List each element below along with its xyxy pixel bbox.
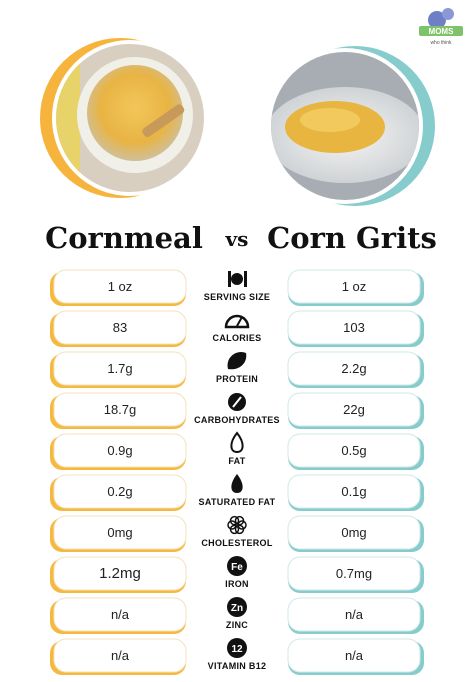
left-value: 83 (113, 320, 127, 335)
right-box (287, 433, 421, 468)
right-value: 0.5g (341, 443, 366, 458)
right-box (287, 310, 421, 345)
icon-text: 12 (231, 644, 243, 655)
right-value: 22g (343, 402, 365, 417)
row-label: CHOLESTEROL (201, 538, 273, 548)
icon (228, 271, 231, 287)
icon (231, 474, 243, 493)
left-box (53, 515, 187, 550)
row-label: ZINC (226, 620, 248, 630)
icon (227, 351, 247, 370)
left-box (53, 310, 187, 345)
right-box (287, 597, 421, 632)
icon (229, 515, 240, 526)
rows: 1 oz 1 oz SERVING SIZE 83 103 CALORIES 1.7g 2.2… (50, 269, 424, 675)
icon (230, 431, 244, 454)
left-box (53, 556, 187, 591)
icon-text: Zn (231, 603, 243, 614)
icon (231, 273, 243, 285)
left-value: 18.7g (104, 402, 137, 417)
icon (227, 597, 247, 617)
row-label: SATURATED FAT (199, 497, 276, 507)
left-value: 1 oz (108, 279, 133, 294)
icon-text: Fe (231, 562, 243, 573)
icon (244, 271, 247, 287)
icon (234, 515, 245, 526)
right-value: n/a (345, 607, 364, 622)
left-value: 1.2mg (99, 565, 141, 582)
row-label: SERVING SIZE (204, 292, 270, 302)
left-value: n/a (111, 648, 130, 663)
right-value: 0.1g (341, 484, 366, 499)
right-title: Corn Grits (267, 221, 437, 255)
right-value: 2.2g (341, 361, 366, 376)
icon (227, 556, 247, 576)
right-box (287, 515, 421, 550)
left-box (53, 474, 187, 509)
right-value: 1 oz (342, 279, 367, 294)
right-value: 103 (343, 320, 365, 335)
cornmeal-photo (40, 38, 208, 198)
right-value: 0mg (341, 525, 366, 540)
row-label: CALORIES (213, 333, 262, 343)
row-label: FAT (228, 456, 245, 466)
logo: MOMS who think (419, 8, 463, 46)
left-box (53, 351, 187, 386)
right-box (287, 474, 421, 509)
icon (224, 314, 250, 329)
right-value: n/a (345, 648, 364, 663)
vs: vs (225, 227, 249, 251)
left-title: Cornmeal (45, 221, 203, 255)
right-box (287, 638, 421, 673)
left-box (53, 597, 187, 632)
left-box (53, 638, 187, 673)
left-box (53, 269, 187, 304)
right-box (287, 556, 421, 591)
row-label: VITAMIN B12 (208, 661, 267, 671)
left-value: 1.7g (107, 361, 132, 376)
logo-tagline: who think (430, 40, 452, 46)
row-label: PROTEIN (216, 374, 258, 384)
right-box (287, 351, 421, 386)
icon (232, 396, 242, 408)
row-label: IRON (225, 579, 249, 589)
left-value: 0.9g (107, 443, 132, 458)
icon (236, 316, 243, 327)
left-value: 0.2g (107, 484, 132, 499)
logo-brand: MOMS (429, 27, 455, 36)
left-box (53, 433, 187, 468)
icon (227, 638, 247, 658)
left-value: 0mg (107, 525, 132, 540)
corn-grits-photo (267, 46, 435, 206)
left-box (53, 392, 187, 427)
left-value: n/a (111, 607, 130, 622)
right-value: 0.7mg (336, 566, 372, 581)
right-box (287, 392, 421, 427)
row-label: CARBOHYDRATES (194, 415, 280, 425)
right-box (287, 269, 421, 304)
